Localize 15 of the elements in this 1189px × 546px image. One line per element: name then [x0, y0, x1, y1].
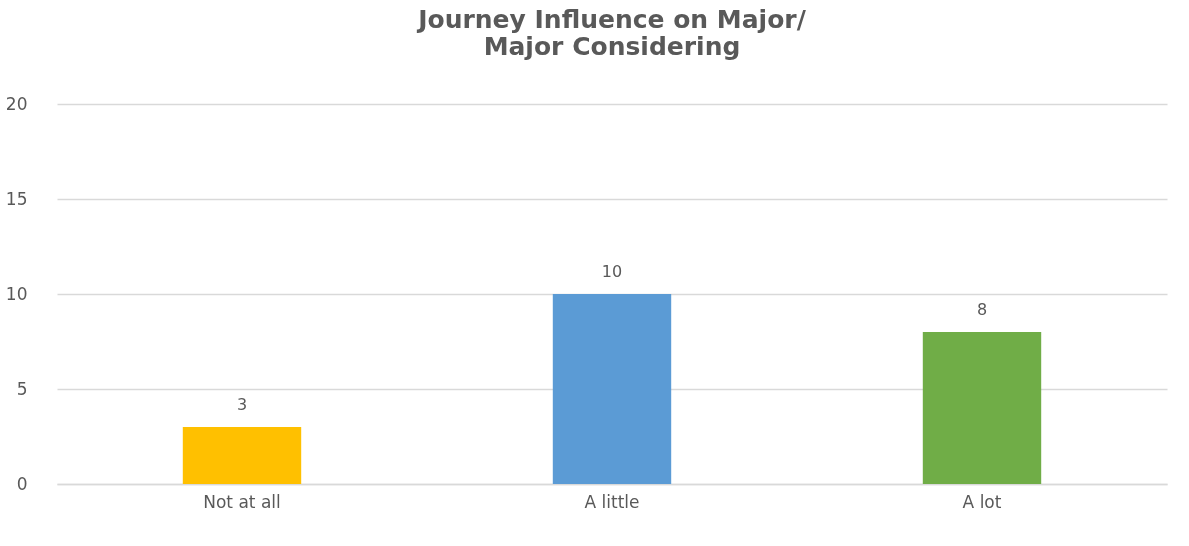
y-tick-label: 0 [16, 473, 28, 494]
y-tick-label: 5 [16, 378, 28, 399]
bar [922, 332, 1042, 484]
x-tick-label: Not at all [203, 491, 281, 512]
data-label: 8 [976, 300, 988, 319]
data-label: 10 [601, 262, 623, 281]
x-tick-label: A little [584, 491, 640, 512]
bar [552, 294, 672, 484]
data-label: 3 [236, 395, 248, 414]
y-tick-label: 20 [5, 93, 28, 114]
y-tick-label: 15 [5, 188, 28, 209]
x-tick-label: A lot [962, 491, 1002, 512]
bar [182, 427, 302, 484]
chart-title: Journey Influence on Major/ Major Considering [416, 5, 807, 61]
y-tick-label: 10 [5, 283, 28, 304]
